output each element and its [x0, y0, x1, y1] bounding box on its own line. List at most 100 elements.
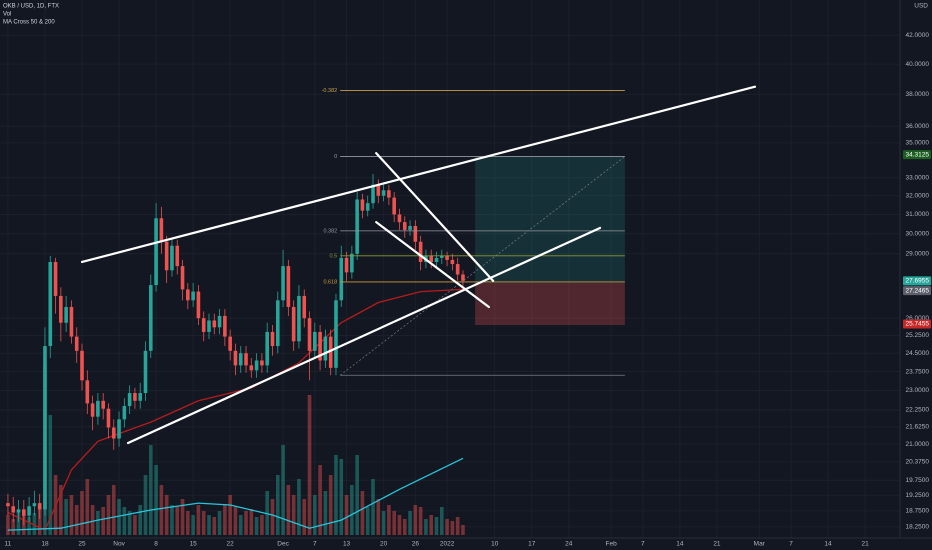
- volume-bar: [69, 495, 74, 535]
- volume-bar: [286, 485, 291, 535]
- volume-bar: [96, 511, 100, 535]
- candle-body: [450, 259, 455, 265]
- volume-bar: [328, 475, 333, 535]
- candle-body: [397, 214, 402, 223]
- volume-bar: [217, 511, 222, 535]
- volume-bar: [397, 515, 402, 535]
- volume-bar: [127, 511, 132, 535]
- price-label-box: [903, 319, 931, 329]
- x-tick-label: 11: [5, 541, 12, 548]
- candle-body: [307, 318, 312, 351]
- position-loss-zone: [475, 282, 625, 326]
- volume-bar: [201, 511, 206, 535]
- y-tick-label: 20.3750: [906, 459, 930, 466]
- candle-body: [74, 336, 79, 351]
- candle-body: [53, 261, 58, 296]
- volume-bar: [302, 499, 307, 535]
- volume-bar: [106, 495, 111, 535]
- candle-body: [455, 264, 460, 275]
- y-tick-label: 42.0000: [906, 32, 930, 39]
- candle-body: [43, 346, 47, 510]
- x-tick-label: 21: [713, 541, 721, 548]
- volume-bar: [402, 519, 407, 535]
- candle-body: [339, 257, 344, 301]
- volume-bar: [307, 395, 312, 535]
- candle-body: [186, 289, 190, 301]
- volume-bar: [233, 507, 238, 535]
- candle-body: [64, 306, 68, 323]
- volume-bar: [334, 455, 338, 535]
- candle-body: [281, 266, 285, 301]
- candle-body: [6, 503, 10, 507]
- candle-body: [80, 350, 84, 381]
- candle-body: [355, 199, 359, 254]
- candle-body: [434, 257, 439, 262]
- candle-body: [69, 306, 74, 337]
- volume-bar: [228, 495, 232, 535]
- candle-body: [371, 184, 375, 204]
- trend-line: [126, 226, 602, 445]
- volume-bar: [27, 517, 31, 535]
- volume-bar: [355, 455, 359, 535]
- candle-body: [11, 506, 16, 513]
- volume-bar: [122, 507, 127, 535]
- volume-bar: [360, 491, 365, 535]
- y-tick-label: 19.7500: [906, 477, 930, 484]
- moving-average-line: [7, 457, 464, 531]
- y-tick-label: 19.2500: [906, 492, 930, 499]
- candle-body: [376, 184, 381, 196]
- candle-body: [408, 225, 412, 230]
- volume-bar: [191, 515, 195, 535]
- candle-body: [318, 331, 322, 361]
- y-tick-label: 26.0000: [906, 315, 930, 322]
- volume-bar: [318, 465, 322, 535]
- candle-body: [170, 245, 174, 271]
- volume-bar: [74, 505, 79, 535]
- volume-bar: [270, 499, 275, 535]
- candle-body: [275, 300, 280, 347]
- volume-bar: [196, 505, 201, 535]
- y-tick-label: 25.2500: [906, 332, 930, 339]
- indicator-label: MA Cross 50 & 200: [3, 20, 55, 26]
- volume-bar: [339, 459, 344, 535]
- x-tick-label: Feb: [606, 541, 618, 548]
- candle-body: [122, 406, 127, 420]
- x-tick-label: 20: [380, 541, 388, 548]
- candle-body: [334, 300, 338, 368]
- volume-bar: [350, 485, 354, 535]
- y-tick-label: 38.0000: [906, 91, 930, 98]
- y-tick-label: 22.2500: [906, 407, 930, 414]
- x-tick-label: Dec: [277, 541, 289, 548]
- x-tick-label: 18: [41, 541, 49, 548]
- candle-body: [127, 393, 132, 407]
- indicator-label: Vol: [3, 12, 11, 18]
- volume-bar: [11, 519, 16, 535]
- candle-body: [175, 245, 180, 267]
- volume-bar: [291, 495, 296, 535]
- candle-body: [138, 393, 143, 401]
- y-tick-label: 30.0000: [906, 231, 930, 238]
- candle-body: [260, 360, 264, 366]
- x-tick-label: 10: [491, 541, 499, 548]
- candle-body: [90, 403, 95, 417]
- candle-body: [418, 241, 423, 262]
- y-tick-label: 32.0000: [906, 192, 930, 199]
- candle-body: [381, 190, 386, 196]
- candle-body: [117, 419, 121, 439]
- volume-bar: [424, 519, 428, 535]
- fib-level-label: 0.382: [323, 228, 337, 234]
- volume-bar: [90, 505, 95, 535]
- volume-bar: [212, 517, 217, 535]
- x-tick-label: 22: [227, 541, 235, 548]
- trend-line: [375, 152, 495, 282]
- price-label-box: [903, 150, 931, 160]
- candle-body: [32, 503, 37, 507]
- candle-body: [148, 285, 153, 351]
- fib-level-label: -0.382: [322, 88, 338, 94]
- volume-bar: [64, 499, 68, 535]
- volume-bar: [32, 513, 37, 535]
- volume-bar: [413, 505, 418, 535]
- candle-body: [159, 218, 164, 242]
- currency-label[interactable]: USD: [914, 3, 928, 10]
- y-tick-label: 33.0000: [906, 174, 930, 181]
